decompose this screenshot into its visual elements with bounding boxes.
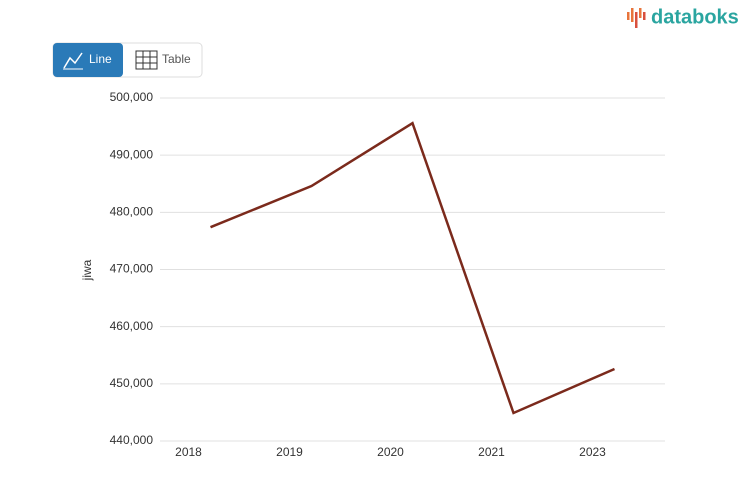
x-tick-label: 2021 <box>478 445 505 459</box>
brand: databoks <box>651 6 739 28</box>
table-button-label[interactable]: Table <box>162 52 191 66</box>
line-button[interactable] <box>53 43 123 77</box>
table-icon <box>135 50 158 70</box>
line-button-label[interactable]: Line <box>89 52 112 66</box>
y-axis-title: jiwa <box>80 259 94 281</box>
y-tick-label: 500,000 <box>110 90 154 104</box>
x-tick-label: 2018 <box>175 445 202 459</box>
y-tick-label: 490,000 <box>110 147 154 161</box>
x-tick-label: 2019 <box>276 445 303 459</box>
x-tick-label: 2020 <box>377 445 404 459</box>
x-tick-label: 2023 <box>579 445 606 459</box>
y-tick-label: 440,000 <box>110 433 154 447</box>
line-series <box>210 121 615 415</box>
line-icon <box>63 52 83 69</box>
logo: databoks <box>627 6 739 28</box>
y-tick-label: 480,000 <box>110 205 154 219</box>
y-tick-label: 460,000 <box>110 319 154 333</box>
y-tick-label: 470,000 <box>110 262 154 276</box>
y-tick-label: 450,000 <box>110 376 154 390</box>
